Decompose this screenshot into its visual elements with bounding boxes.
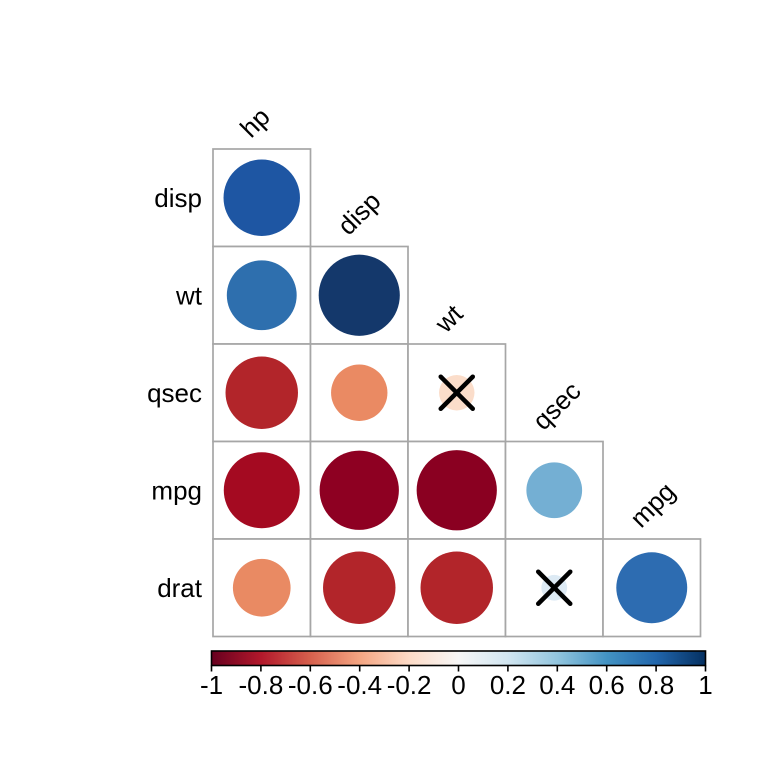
- colorbar-tick-label: -0.8: [238, 670, 283, 700]
- correlation-circle-qsec-hp: [225, 356, 298, 429]
- correlation-circle-drat-disp: [323, 551, 396, 624]
- colorbar-tick-label: -0.2: [387, 670, 432, 700]
- colorbar-tick-label: 0.4: [539, 670, 575, 700]
- colorbar-tick-label: 0.6: [589, 670, 625, 700]
- colorbar-tick-label: 0.2: [490, 670, 526, 700]
- correlation-circle-wt-hp: [226, 260, 297, 331]
- colorbar: [210, 650, 707, 667]
- colorbar-tick-label: 0: [451, 670, 465, 700]
- correlation-circle-disp-hp: [223, 159, 300, 236]
- row-label-wt: wt: [175, 280, 203, 310]
- colorbar-tick-label: -0.4: [337, 670, 382, 700]
- colorbar-tick-label: 1: [698, 670, 712, 700]
- correlation-circle-qsec-disp: [331, 364, 388, 421]
- correlation-circle-drat-hp: [232, 558, 291, 617]
- colorbar-tick-label: 0.8: [638, 670, 674, 700]
- correlation-circle-mpg-disp: [319, 450, 399, 530]
- correlation-circle-drat-mpg: [616, 552, 688, 624]
- row-label-mpg: mpg: [151, 475, 202, 505]
- not-significant-x-icon: [438, 374, 475, 411]
- row-label-qsec: qsec: [147, 378, 202, 408]
- correlation-circle-mpg-wt: [416, 450, 497, 531]
- row-label-disp: disp: [154, 183, 202, 213]
- not-significant-x-icon: [536, 569, 573, 606]
- correlation-circle-mpg-qsec: [526, 462, 583, 519]
- correlation-circle-wt-disp: [318, 254, 400, 336]
- colorbar-tick-label: -0.6: [288, 670, 333, 700]
- correlation-circle-drat-wt: [420, 551, 493, 624]
- row-label-drat: drat: [157, 573, 203, 603]
- colorbar-tick-label: -1: [200, 670, 223, 700]
- correlation-circle-mpg-hp: [223, 452, 300, 529]
